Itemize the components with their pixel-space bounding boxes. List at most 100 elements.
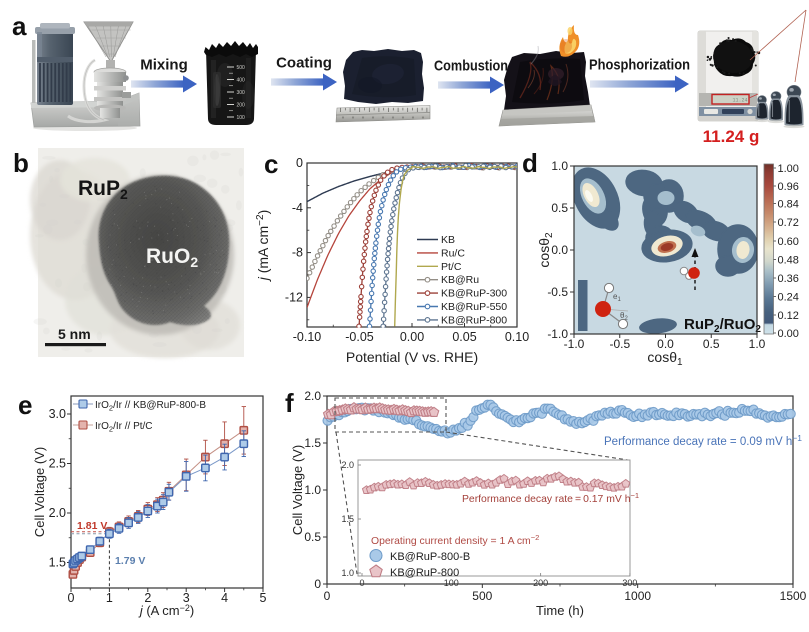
svg-text:1.0: 1.0 — [749, 337, 766, 351]
svg-text:Combustion: Combustion — [434, 58, 508, 75]
svg-text:1.0: 1.0 — [551, 159, 568, 173]
svg-text:cosθ2: cosθ2 — [536, 232, 555, 268]
svg-text:500: 500 — [237, 65, 246, 71]
svg-text:-12: -12 — [285, 290, 303, 304]
svg-text:-8: -8 — [292, 246, 303, 260]
svg-text:Ru/C: Ru/C — [441, 247, 465, 259]
svg-text:KB@RuP-800: KB@RuP-800 — [441, 314, 507, 326]
svg-text:2.0: 2.0 — [49, 506, 66, 520]
svg-text:KB@RuP-800: KB@RuP-800 — [390, 567, 459, 579]
svg-text:1.81 V: 1.81 V — [77, 520, 107, 532]
svg-text:KB@Ru: KB@Ru — [441, 274, 479, 286]
svg-text:e1: e1 — [613, 292, 621, 303]
svg-text:KB@RuP-550: KB@RuP-550 — [441, 301, 507, 313]
svg-text:j (mA cm−2): j (mA cm−2) — [255, 210, 271, 283]
svg-text:0.5: 0.5 — [703, 337, 720, 351]
svg-text:b: b — [13, 148, 29, 178]
svg-text:KB@RuP-300: KB@RuP-300 — [441, 288, 507, 300]
svg-text:0: 0 — [359, 578, 364, 588]
svg-text:e: e — [18, 390, 32, 420]
svg-text:0.84: 0.84 — [778, 199, 799, 211]
svg-text:0.00: 0.00 — [778, 328, 799, 340]
svg-text:0.0: 0.0 — [657, 337, 674, 351]
svg-text:d: d — [522, 148, 538, 178]
svg-text:1.5: 1.5 — [341, 514, 354, 524]
svg-text:300: 300 — [237, 90, 246, 96]
svg-text:Mixing: Mixing — [140, 57, 188, 74]
svg-text:100: 100 — [237, 115, 246, 121]
svg-text:-1.0: -1.0 — [547, 327, 568, 341]
svg-text:2: 2 — [144, 591, 151, 605]
svg-text:j (A cm−2): j (A cm−2) — [138, 603, 194, 618]
svg-text:-0.5: -0.5 — [547, 285, 568, 299]
svg-text:0.5: 0.5 — [551, 201, 568, 215]
svg-text:Phosphorization: Phosphorization — [589, 57, 690, 74]
svg-text:1.0: 1.0 — [341, 568, 354, 578]
svg-text:-4: -4 — [292, 201, 303, 215]
svg-text:200: 200 — [533, 578, 548, 588]
svg-text:Cell Voltage (V): Cell Voltage (V) — [290, 445, 305, 535]
svg-text:Performance decay rate = 0.09: Performance decay rate = 0.09 mV h−1 — [604, 433, 802, 448]
svg-text:0.60: 0.60 — [778, 236, 799, 248]
svg-text:0.10: 0.10 — [505, 330, 529, 344]
svg-text:0.96: 0.96 — [778, 181, 799, 193]
svg-text:1: 1 — [106, 591, 113, 605]
svg-text:3: 3 — [183, 591, 190, 605]
svg-text:KB: KB — [441, 234, 455, 246]
svg-text:0.12: 0.12 — [778, 310, 799, 322]
svg-text:0: 0 — [324, 589, 331, 603]
svg-text:0.5: 0.5 — [304, 530, 321, 544]
svg-text:1.0: 1.0 — [304, 483, 321, 497]
svg-text:-0.5: -0.5 — [609, 337, 630, 351]
svg-text:a: a — [12, 11, 27, 41]
svg-text:Coating: Coating — [276, 55, 332, 72]
svg-text:100: 100 — [444, 578, 459, 588]
svg-text:3.0: 3.0 — [49, 407, 66, 421]
svg-text:1.00: 1.00 — [778, 163, 799, 175]
svg-text:Cell Voltage (V): Cell Voltage (V) — [32, 447, 47, 537]
svg-text:0: 0 — [296, 156, 303, 170]
svg-text:200: 200 — [237, 103, 246, 109]
svg-text:0.48: 0.48 — [778, 255, 799, 267]
svg-text:f: f — [285, 388, 294, 418]
svg-text:Time (h): Time (h) — [536, 603, 584, 618]
svg-text:-1.0: -1.0 — [564, 337, 585, 351]
svg-text:cosθ1: cosθ1 — [647, 349, 683, 368]
svg-text:2.0: 2.0 — [341, 460, 354, 470]
svg-text:RuP2/RuO2: RuP2/RuO2 — [684, 316, 761, 335]
svg-text:2.5: 2.5 — [49, 457, 66, 471]
svg-text:0.24: 0.24 — [778, 292, 799, 304]
svg-text:IrO2/Ir // Pt/C: IrO2/Ir // Pt/C — [95, 421, 153, 434]
svg-text:Performance decay rate = 0.17: Performance decay rate = 0.17 mV h−1 — [462, 491, 639, 505]
svg-text:1.5: 1.5 — [304, 436, 321, 450]
svg-text:11.24 g: 11.24 g — [703, 127, 760, 146]
svg-text:RuP2: RuP2 — [78, 177, 128, 202]
svg-text:Potential (V vs. RHE): Potential (V vs. RHE) — [346, 349, 478, 365]
svg-text:1500: 1500 — [780, 589, 807, 603]
svg-text:5 nm: 5 nm — [58, 326, 91, 342]
svg-text:Pt/C: Pt/C — [441, 261, 462, 273]
svg-text:4: 4 — [221, 591, 228, 605]
svg-text:-0.05: -0.05 — [345, 330, 374, 344]
svg-text:5: 5 — [260, 591, 267, 605]
svg-text:0.05: 0.05 — [452, 330, 476, 344]
svg-text:c: c — [264, 149, 278, 179]
svg-text:RuO2: RuO2 — [146, 245, 198, 270]
svg-text:0.36: 0.36 — [778, 273, 799, 285]
svg-text:1.5: 1.5 — [49, 556, 66, 570]
svg-text:11.24: 11.24 — [732, 98, 747, 104]
svg-text:θ2: θ2 — [620, 311, 628, 322]
svg-text:0: 0 — [68, 591, 75, 605]
svg-text:0.72: 0.72 — [778, 217, 799, 229]
svg-text:400: 400 — [237, 78, 246, 84]
svg-text:0.0: 0.0 — [551, 243, 568, 257]
svg-text:-0.10: -0.10 — [293, 330, 322, 344]
svg-text:1.79 V: 1.79 V — [115, 555, 145, 567]
svg-text:Operating current density = 1: Operating current density = 1 A cm−2 — [371, 533, 539, 547]
svg-text:500: 500 — [472, 589, 492, 603]
svg-text:IrO2/Ir // KB@RuP-800-B: IrO2/Ir // KB@RuP-800-B — [95, 400, 206, 413]
svg-text:300: 300 — [622, 578, 637, 588]
svg-text:0.00: 0.00 — [400, 330, 424, 344]
svg-text:1000: 1000 — [624, 589, 651, 603]
svg-text:2.0: 2.0 — [304, 389, 321, 403]
